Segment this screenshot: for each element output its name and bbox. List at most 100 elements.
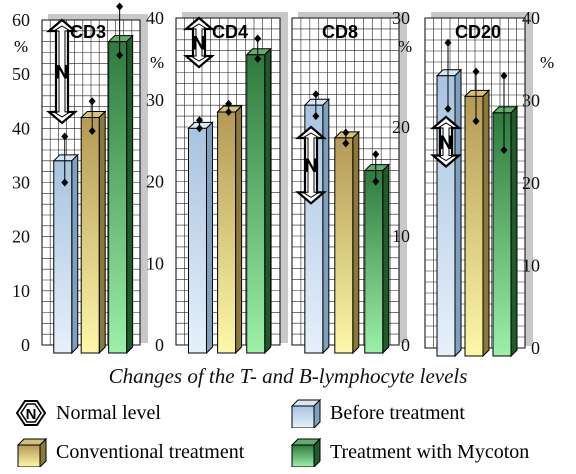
legend-normal-label: Normal level: [56, 401, 161, 424]
bar-cd3-2: [79, 110, 107, 355]
legend-before-label: Before treatment: [330, 401, 465, 424]
legend-before: Before treatment: [288, 398, 465, 428]
y-tick-label: 10: [522, 256, 540, 276]
y-tick-label: 30: [392, 8, 410, 28]
panel-title: CD20: [455, 22, 501, 42]
y-tick-label: 0: [21, 335, 30, 355]
error-marker: [444, 104, 452, 113]
bar-front: [492, 112, 512, 357]
error-marker: [342, 128, 350, 137]
normal-range-arrow: N: [182, 16, 216, 69]
bar-front: [246, 54, 266, 354]
bar-cd20-2: [463, 89, 491, 358]
normal-arrow-inner: [52, 25, 72, 118]
y-tick-label: 10: [392, 226, 410, 246]
panel-top-wall: [298, 12, 407, 18]
before-swatch: [290, 398, 322, 428]
bar-side: [352, 130, 360, 355]
error-marker: [195, 116, 203, 125]
normal-arrow-inner: [436, 122, 456, 162]
normal-level-icon: N: [15, 400, 47, 426]
normal-arrow-label: N: [439, 133, 453, 154]
error-marker: [61, 178, 69, 187]
normal-range-arrow: N: [429, 115, 463, 168]
error-marker: [472, 67, 480, 76]
bar-cd20-3: [491, 105, 519, 358]
mycoton-swatch: [290, 437, 322, 467]
y-tick-label: 60: [12, 10, 30, 30]
panel-back-wall: [399, 12, 407, 343]
legend-mycoton-label: Treatment with Mycoton: [330, 440, 530, 463]
unit-label: %: [540, 53, 554, 72]
y-tick-label: 40: [146, 8, 164, 28]
conventional-swatch: [16, 437, 48, 467]
bar-side: [264, 47, 272, 355]
y-tick-label: 0: [531, 338, 540, 358]
error-marker: [312, 112, 320, 121]
error-marker: [372, 177, 380, 186]
error-marker: [254, 54, 262, 63]
panel-title: CD4: [212, 22, 248, 42]
bar-side: [235, 104, 243, 355]
y-tick-label: 0: [401, 335, 410, 355]
bar-cd4-2: [216, 104, 243, 355]
bar-front: [217, 111, 237, 354]
normal-arrow-label: N: [304, 156, 318, 177]
y-tick-label: 10: [12, 281, 30, 301]
bar-front: [334, 137, 354, 354]
y-tick-label: 10: [146, 253, 164, 273]
error-marker: [88, 97, 96, 106]
normal-arrow-label: N: [55, 62, 69, 83]
y-tick-label: 30: [146, 90, 164, 110]
unit-label: %: [150, 53, 164, 72]
panel-back-wall: [525, 12, 533, 346]
bar-side: [454, 68, 462, 358]
svg-text:N: N: [26, 406, 37, 423]
y-tick-label: 30: [12, 173, 30, 193]
error-marker: [254, 34, 262, 43]
panel-top-wall: [48, 14, 148, 20]
normal-range-arrow: N: [45, 18, 79, 125]
normal-arrow-label: N: [192, 34, 206, 55]
bar-cd20-1: [435, 68, 463, 358]
panel-title: CD8: [322, 22, 358, 42]
panel-back-wall: [140, 14, 148, 343]
y-tick-label: 40: [12, 118, 30, 138]
error-marker: [225, 99, 233, 108]
panel-top-wall: [431, 12, 533, 18]
bar-cd4-3: [245, 47, 272, 355]
y-tick-label: 20: [522, 173, 540, 193]
y-tick-label: 20: [146, 172, 164, 192]
error-marker: [500, 71, 508, 80]
bar-side: [205, 121, 213, 355]
bar-cd8-3: [363, 163, 390, 355]
error-marker: [444, 38, 452, 47]
error-marker: [500, 146, 508, 154]
error-marker: [372, 150, 380, 159]
legend-conventional-label: Conventional treatment: [56, 440, 245, 463]
bar-front: [80, 117, 100, 354]
error-marker: [312, 90, 320, 99]
bar-front: [464, 95, 484, 357]
error-marker: [88, 127, 96, 136]
unit-label: %: [398, 37, 412, 56]
chart-caption: Changes of the T- and B-lymphocyte level…: [108, 364, 468, 388]
normal-arrow-inner: [189, 23, 209, 62]
bar-front: [187, 127, 207, 354]
y-tick-label: 20: [12, 227, 30, 247]
y-tick-label: 20: [392, 117, 410, 137]
bar-front: [364, 170, 384, 354]
panel-top-wall: [182, 12, 288, 18]
bar-side: [98, 110, 106, 355]
y-tick-label: 30: [522, 91, 540, 111]
legend-normal: N Normal level: [14, 398, 161, 428]
y-tick-label: 0: [155, 335, 164, 355]
bar-cd4-1: [187, 121, 214, 355]
error-marker: [195, 124, 203, 133]
bar-front: [108, 41, 128, 354]
bar-cd3-3: [107, 34, 134, 355]
error-marker: [116, 2, 124, 11]
panel-back-wall: [280, 12, 288, 343]
error-marker: [342, 139, 350, 148]
